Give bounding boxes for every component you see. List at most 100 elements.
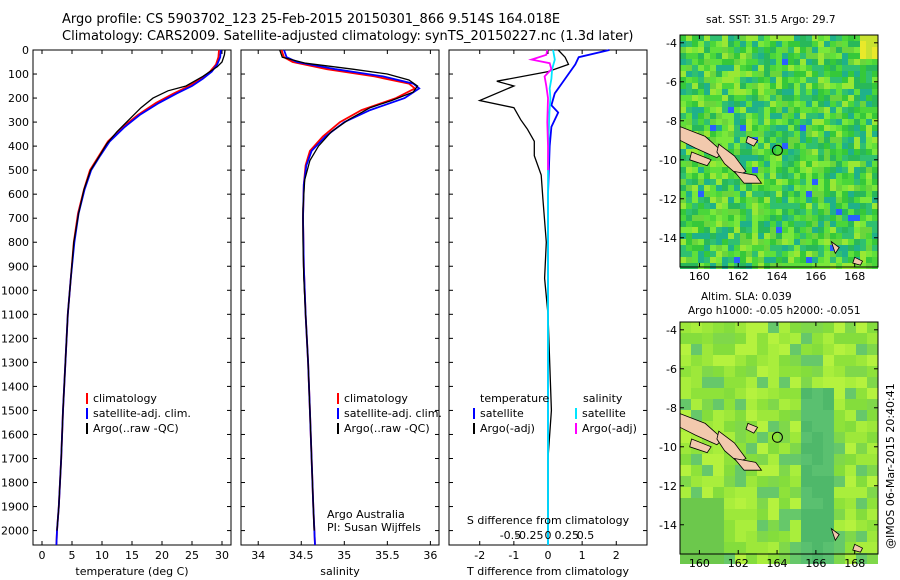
map-cell <box>794 251 800 257</box>
map-cell <box>764 53 770 59</box>
map-cell <box>724 487 735 498</box>
map-cell <box>728 107 734 113</box>
map-cell <box>782 95 788 101</box>
map-cell <box>790 366 801 377</box>
map-cell <box>824 77 830 83</box>
map-cell <box>770 185 776 191</box>
island-shape <box>852 543 864 553</box>
map-cell <box>734 131 740 137</box>
map-cell <box>842 251 848 257</box>
map-cell <box>812 509 823 520</box>
map-cell <box>867 531 878 542</box>
map-cell <box>692 119 698 125</box>
map-cell <box>836 173 842 179</box>
map-cell <box>746 47 752 53</box>
map-cell <box>782 179 788 185</box>
map-cell <box>848 173 854 179</box>
map-cell <box>866 179 872 185</box>
map-cell <box>704 251 710 257</box>
map-cell <box>722 185 728 191</box>
map-cell <box>764 131 770 137</box>
map-cell <box>752 233 758 239</box>
map-cell <box>790 399 801 410</box>
map-cell <box>716 173 722 179</box>
map-cell <box>735 443 746 454</box>
map-cell <box>770 233 776 239</box>
map-cell <box>680 143 686 149</box>
map-cell <box>823 366 834 377</box>
map-cell <box>842 161 848 167</box>
map-cell <box>728 47 734 53</box>
map-cell <box>830 179 836 185</box>
map-cell <box>734 185 740 191</box>
map-cell <box>836 41 842 47</box>
map-cell <box>812 322 823 333</box>
map-cell <box>800 35 806 41</box>
map-cell <box>836 263 842 269</box>
map-cell <box>686 257 692 263</box>
map-cell <box>812 421 823 432</box>
map-cell <box>680 215 686 221</box>
map-cell <box>790 454 801 465</box>
map-cell <box>764 197 770 203</box>
map-cell <box>866 197 872 203</box>
map-cell <box>830 239 836 245</box>
map-cell <box>812 137 818 143</box>
map-cell <box>764 95 770 101</box>
map-cell <box>860 263 866 269</box>
map-cell <box>724 355 735 366</box>
map-cell <box>713 366 724 377</box>
map-cell <box>782 185 788 191</box>
map-cell <box>801 465 812 476</box>
map-cell <box>866 131 872 137</box>
map-cell <box>735 498 746 509</box>
map-cell <box>752 257 758 263</box>
map-cell <box>713 487 724 498</box>
map-cell <box>856 344 867 355</box>
map-cell <box>848 233 854 239</box>
map-cell <box>845 553 856 564</box>
map-cell <box>724 366 735 377</box>
map-cell <box>801 553 812 564</box>
map-cell <box>728 131 734 137</box>
map-cell <box>856 531 867 542</box>
map-cell <box>704 233 710 239</box>
map-cell <box>734 59 740 65</box>
map-cell <box>812 101 818 107</box>
map-cell <box>686 35 692 41</box>
map-cell <box>746 41 752 47</box>
map-cell <box>758 197 764 203</box>
map-cell <box>752 77 758 83</box>
legend-satellite-label: satellite-adj. clim. <box>344 407 442 420</box>
map-cell <box>740 263 746 269</box>
map-cell <box>680 101 686 107</box>
map-cell <box>790 443 801 454</box>
map-cell <box>806 257 812 263</box>
map-cell <box>800 155 806 161</box>
map-cell <box>758 263 764 269</box>
map-cell <box>812 498 823 509</box>
map-cell <box>842 101 848 107</box>
map-cell <box>788 191 794 197</box>
map-cell <box>806 65 812 71</box>
map-x-tick-label: 162 <box>728 557 749 570</box>
map-cell <box>686 251 692 257</box>
map-cell <box>830 101 836 107</box>
map-cell <box>746 263 752 269</box>
map-cell <box>716 227 722 233</box>
map-cell <box>758 239 764 245</box>
map-cell <box>698 119 704 125</box>
map-cell <box>776 239 782 245</box>
map-cell <box>848 53 854 59</box>
map-cell <box>764 251 770 257</box>
map-cell <box>740 137 746 143</box>
map-cell <box>758 233 764 239</box>
map-cell <box>698 167 704 173</box>
map-cell <box>854 47 860 53</box>
map-cell <box>788 239 794 245</box>
map-cell <box>692 185 698 191</box>
map-cell <box>830 53 836 59</box>
depth-tick-label: 600 <box>8 188 29 201</box>
map-cell <box>788 47 794 53</box>
depth-tick-label: 1900 <box>1 501 29 514</box>
